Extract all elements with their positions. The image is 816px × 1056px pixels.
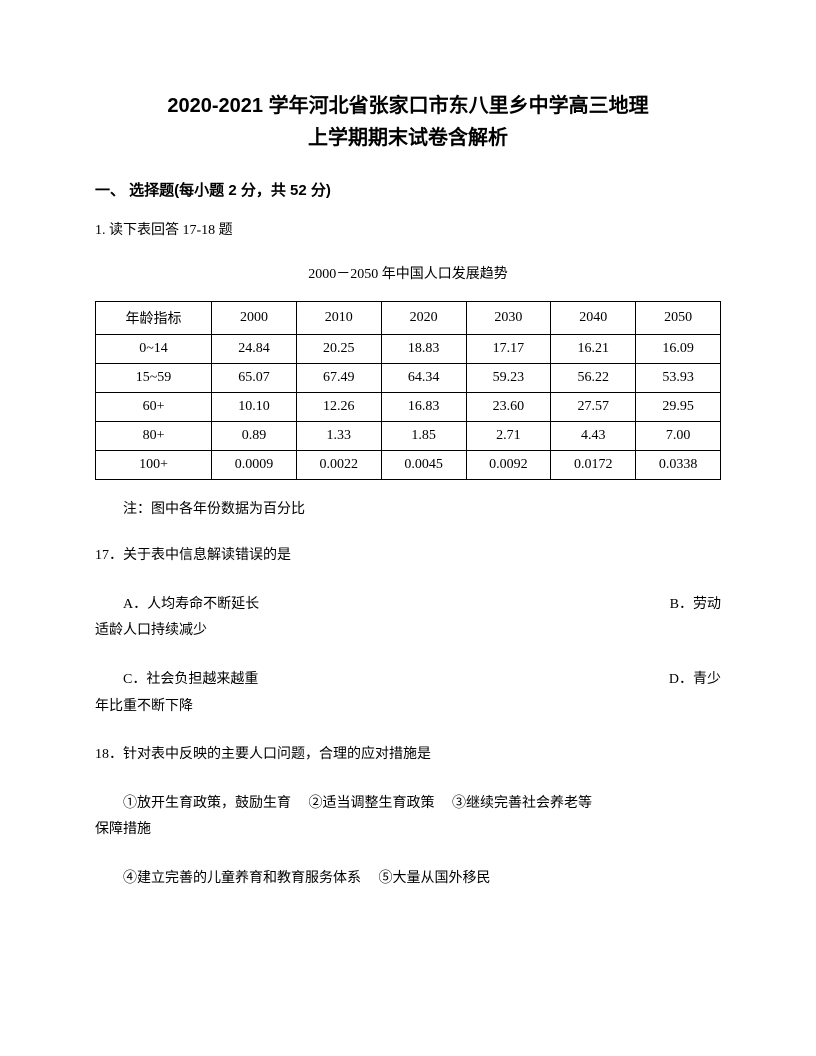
table-cell: 67.49 [296,364,381,393]
table-header-cell: 2020 [381,302,466,335]
option-a: A．人均寿命不断延长 [123,592,259,619]
table-cell: 0.0022 [296,451,381,480]
table-cell: 23.60 [466,393,551,422]
table-row: 80+ 0.89 1.33 1.85 2.71 4.43 7.00 [96,422,721,451]
table-cell: 59.23 [466,364,551,393]
question-18-options-line2: ④建立完善的儿童养育和教育服务体系 ⑤大量从国外移民 [95,866,721,893]
option-d: D．青少 [669,667,721,694]
table-cell: 80+ [96,422,212,451]
table-cell: 4.43 [551,422,636,451]
table-cell: 2.71 [466,422,551,451]
table-title: 2000－2050 年中国人口发展趋势 [95,263,721,283]
table-cell: 0.0045 [381,451,466,480]
table-cell: 24.84 [212,335,297,364]
table-row: 100+ 0.0009 0.0022 0.0045 0.0092 0.0172 … [96,451,721,480]
population-table: 年龄指标 2000 2010 2020 2030 2040 2050 0~14 … [95,301,721,480]
table-cell: 16.21 [551,335,636,364]
table-cell: 0.89 [212,422,297,451]
table-cell: 0.0172 [551,451,636,480]
table-cell: 0.0338 [636,451,721,480]
table-cell: 20.25 [296,335,381,364]
title-line-1: 2020-2021 学年河北省张家口市东八里乡中学高三地理 [167,95,648,117]
table-cell: 16.83 [381,393,466,422]
table-cell: 10.10 [212,393,297,422]
q18-line1: ①放开生育政策，鼓励生育 ②适当调整生育政策 ③继续完善社会养老等 [95,791,721,818]
table-cell: 1.33 [296,422,381,451]
table-cell: 100+ [96,451,212,480]
table-cell: 16.09 [636,335,721,364]
table-row: 15~59 65.07 67.49 64.34 59.23 56.22 53.9… [96,364,721,393]
table-cell: 27.57 [551,393,636,422]
document-title: 2020-2021 学年河北省张家口市东八里乡中学高三地理 上学期期末试卷含解析 [95,90,721,154]
table-cell: 60+ [96,393,212,422]
question-17-options-cd: C．社会负担越来越重 D．青少 年比重不断下降 [95,667,721,720]
table-cell: 0.0092 [466,451,551,480]
table-cell: 0~14 [96,335,212,364]
table-cell: 65.07 [212,364,297,393]
table-cell: 17.17 [466,335,551,364]
question-18-options-line1: ①放开生育政策，鼓励生育 ②适当调整生育政策 ③继续完善社会养老等 保障措施 [95,791,721,844]
table-cell: 15~59 [96,364,212,393]
option-b-continue: 适龄人口持续减少 [95,618,721,645]
question-17-options-ab: A．人均寿命不断延长 B．劳动 适龄人口持续减少 [95,592,721,645]
title-line-2: 上学期期末试卷含解析 [308,127,508,149]
table-cell: 7.00 [636,422,721,451]
question-17-text: 17．关于表中信息解读错误的是 [95,543,721,570]
table-cell: 12.26 [296,393,381,422]
table-header-cell: 2030 [466,302,551,335]
table-row: 60+ 10.10 12.26 16.83 23.60 27.57 29.95 [96,393,721,422]
option-d-continue: 年比重不断下降 [95,694,721,721]
option-b: B．劳动 [670,592,721,619]
table-cell: 29.95 [636,393,721,422]
table-header-cell: 2050 [636,302,721,335]
table-note: 注：图中各年份数据为百分比 [95,498,721,518]
option-c: C．社会负担越来越重 [123,667,258,694]
question-1-intro: 1. 读下表回答 17-18 题 [95,218,721,243]
q18-line1-continue: 保障措施 [95,817,721,844]
table-header-row: 年龄指标 2000 2010 2020 2030 2040 2050 [96,302,721,335]
table-header-cell: 2000 [212,302,297,335]
table-cell: 53.93 [636,364,721,393]
table-cell: 64.34 [381,364,466,393]
question-18-text: 18．针对表中反映的主要人口问题，合理的应对措施是 [95,742,721,769]
section-header: 一、 选择题(每小题 2 分，共 52 分) [95,179,721,200]
table-row: 0~14 24.84 20.25 18.83 17.17 16.21 16.09 [96,335,721,364]
table-header-cell: 2040 [551,302,636,335]
table-header-cell: 年龄指标 [96,302,212,335]
table-cell: 18.83 [381,335,466,364]
table-header-cell: 2010 [296,302,381,335]
table-cell: 56.22 [551,364,636,393]
table-cell: 1.85 [381,422,466,451]
table-cell: 0.0009 [212,451,297,480]
